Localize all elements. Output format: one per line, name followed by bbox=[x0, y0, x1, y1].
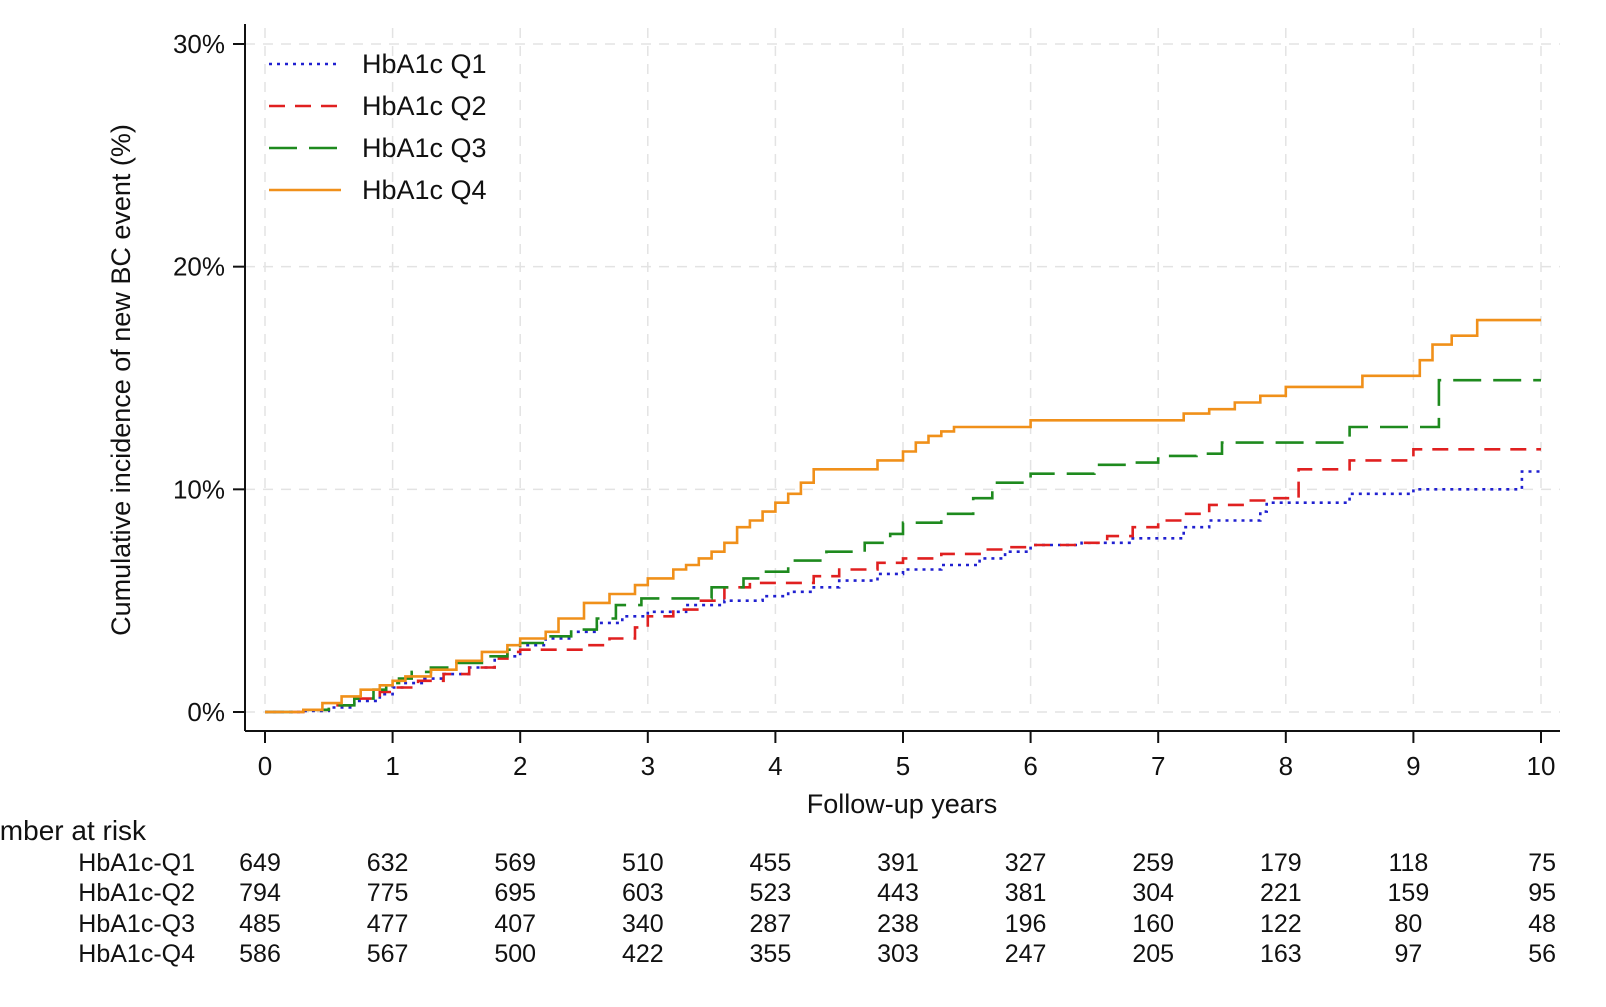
risk-cell: 632 bbox=[367, 849, 409, 877]
risk-cell: 163 bbox=[1260, 940, 1302, 968]
risk-cell: 775 bbox=[367, 879, 409, 907]
risk-cell: 500 bbox=[494, 940, 536, 968]
y-tick-label: 0% bbox=[187, 697, 225, 727]
risk-cell: 56 bbox=[1528, 940, 1556, 968]
risk-table: Number at risk HbA1c-Q1 649 632 569 510 455 39… bbox=[0, 815, 1556, 968]
risk-cell: 586 bbox=[239, 940, 281, 968]
x-tick-label: 9 bbox=[1406, 751, 1420, 781]
risk-cell: 205 bbox=[1132, 940, 1174, 968]
risk-cell: 391 bbox=[877, 849, 919, 877]
x-tick-label: 4 bbox=[768, 751, 782, 781]
x-tick-label: 5 bbox=[896, 751, 910, 781]
risk-cell: 159 bbox=[1388, 879, 1430, 907]
risk-cell: 122 bbox=[1260, 910, 1302, 938]
risk-cell: 422 bbox=[622, 940, 664, 968]
series-line-q2 bbox=[265, 448, 1541, 714]
risk-cell: 485 bbox=[239, 910, 281, 938]
risk-row-label: HbA1c-Q3 bbox=[78, 910, 195, 938]
risk-cell: 303 bbox=[877, 940, 919, 968]
risk-cell: 179 bbox=[1260, 849, 1302, 877]
risk-cell: 477 bbox=[367, 910, 409, 938]
risk-cell: 567 bbox=[367, 940, 409, 968]
x-tick-label: 8 bbox=[1279, 751, 1293, 781]
x-tick-label: 2 bbox=[513, 751, 527, 781]
x-tick-label: 0 bbox=[258, 751, 272, 781]
risk-cell: 381 bbox=[1005, 879, 1047, 907]
y-tick-label: 10% bbox=[173, 474, 225, 504]
risk-cell: 95 bbox=[1528, 879, 1556, 907]
risk-cell: 304 bbox=[1132, 879, 1174, 907]
x-axis-title: Follow-up years bbox=[807, 789, 998, 819]
risk-cell: 340 bbox=[622, 910, 664, 938]
legend-label-q3: HbA1c Q3 bbox=[362, 133, 487, 163]
risk-cell: 75 bbox=[1528, 849, 1556, 877]
risk-cell: 221 bbox=[1260, 879, 1302, 907]
risk-cell: 603 bbox=[622, 879, 664, 907]
legend-label-q1: HbA1c Q1 bbox=[362, 49, 487, 79]
plot-series bbox=[265, 318, 1541, 714]
series-line-q4 bbox=[265, 318, 1541, 714]
risk-cell: 327 bbox=[1005, 849, 1047, 877]
risk-cell: 48 bbox=[1528, 910, 1556, 938]
x-tick-label: 6 bbox=[1023, 751, 1037, 781]
risk-cell: 569 bbox=[494, 849, 536, 877]
series-line-q1 bbox=[265, 470, 1541, 714]
risk-cell: 259 bbox=[1132, 849, 1174, 877]
risk-cell: 523 bbox=[750, 879, 792, 907]
legend: HbA1c Q1 HbA1c Q2 HbA1c Q3 HbA1c Q4 bbox=[269, 49, 487, 205]
risk-row-label: HbA1c-Q4 bbox=[78, 940, 195, 968]
grid bbox=[245, 28, 1560, 713]
x-tick-label: 1 bbox=[385, 751, 399, 781]
risk-cell: 160 bbox=[1132, 910, 1174, 938]
y-tick-label: 20% bbox=[173, 252, 225, 282]
risk-cell: 196 bbox=[1005, 910, 1047, 938]
series-line-q3 bbox=[265, 378, 1541, 714]
x-tick-label: 3 bbox=[641, 751, 655, 781]
x-tick-label: 10 bbox=[1527, 751, 1556, 781]
risk-cell: 649 bbox=[239, 849, 281, 877]
legend-label-q2: HbA1c Q2 bbox=[362, 91, 487, 121]
risk-row-label: HbA1c-Q1 bbox=[78, 849, 195, 877]
axes: 0% 10% 20% 30% 0 1 2 3 4 5 6 7 8 9 10 bbox=[173, 24, 1560, 781]
risk-cell: 695 bbox=[494, 879, 536, 907]
risk-cell: 97 bbox=[1394, 940, 1422, 968]
risk-cell: 355 bbox=[750, 940, 792, 968]
risk-cell: 247 bbox=[1005, 940, 1047, 968]
risk-cell: 238 bbox=[877, 910, 919, 938]
risk-table-title: Number at risk bbox=[0, 815, 147, 846]
risk-cell: 287 bbox=[750, 910, 792, 938]
risk-cell: 407 bbox=[494, 910, 536, 938]
x-tick-label: 7 bbox=[1151, 751, 1165, 781]
y-tick-label: 30% bbox=[173, 29, 225, 59]
risk-row-label: HbA1c-Q2 bbox=[78, 879, 195, 907]
risk-cell: 80 bbox=[1394, 910, 1422, 938]
y-axis-title: Cumulative incidence of new BC event (%) bbox=[106, 124, 136, 636]
risk-cell: 443 bbox=[877, 879, 919, 907]
risk-cell: 455 bbox=[750, 849, 792, 877]
risk-cell: 794 bbox=[239, 879, 281, 907]
risk-cell: 510 bbox=[622, 849, 664, 877]
legend-label-q4: HbA1c Q4 bbox=[362, 175, 487, 205]
risk-cell: 118 bbox=[1388, 849, 1428, 877]
